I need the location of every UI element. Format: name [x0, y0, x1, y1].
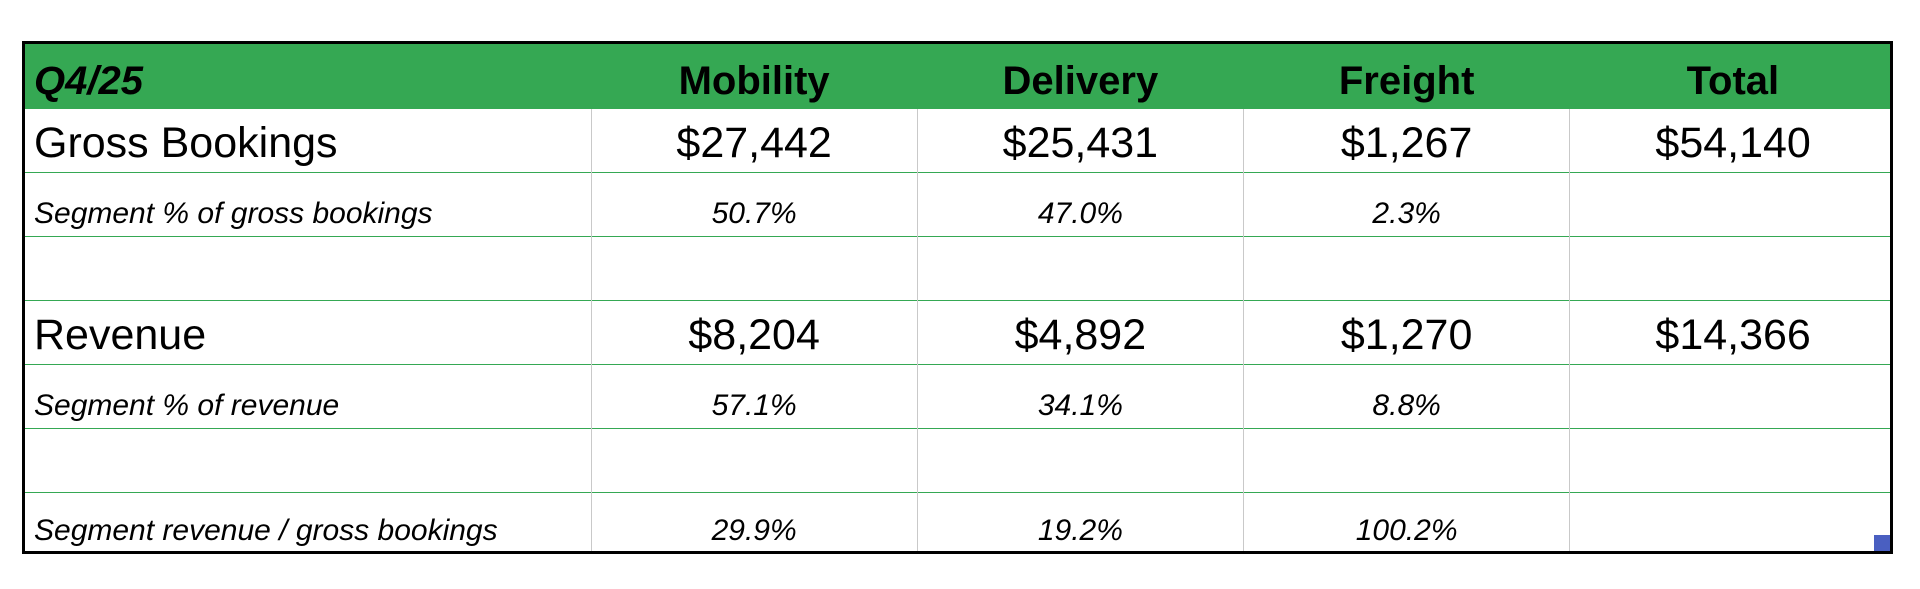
value-cell[interactable]: $14,366: [1569, 299, 1890, 364]
row-label-cell[interactable]: [25, 235, 591, 300]
value-cell[interactable]: [1569, 235, 1890, 300]
value-cell[interactable]: 8.8%: [1242, 363, 1570, 428]
value-cell[interactable]: [1569, 171, 1890, 236]
header-cell-delivery[interactable]: Delivery: [917, 44, 1244, 108]
value-cell[interactable]: [1569, 491, 1890, 551]
fill-handle-icon[interactable]: [1874, 535, 1890, 551]
value-cell[interactable]: 19.2%: [916, 491, 1244, 551]
value-cell[interactable]: 34.1%: [916, 363, 1244, 428]
row-label-cell[interactable]: [25, 427, 591, 492]
value-cell[interactable]: $8,204: [590, 299, 918, 364]
value-cell[interactable]: $54,140: [1569, 107, 1890, 172]
value-cell[interactable]: [590, 235, 918, 300]
value-cell[interactable]: $4,892: [916, 299, 1244, 364]
header-cell-total[interactable]: Total: [1569, 44, 1890, 108]
financial-table: Q4/25 Mobility Delivery Freight Total Gr…: [25, 44, 1890, 551]
value-cell[interactable]: 47.0%: [916, 171, 1244, 236]
row-label-cell[interactable]: Gross Bookings: [25, 107, 591, 172]
table-row-segment-pct-revenue: Segment % of revenue 57.1% 34.1% 8.8%: [25, 363, 1890, 428]
value-cell[interactable]: 100.2%: [1242, 491, 1570, 551]
table-row-empty: [25, 427, 1890, 492]
value-cell[interactable]: [1242, 235, 1570, 300]
value-cell[interactable]: 57.1%: [590, 363, 918, 428]
table-row-segment-pct-bookings: Segment % of gross bookings 50.7% 47.0% …: [25, 171, 1890, 236]
value-cell[interactable]: [590, 427, 918, 492]
table-row-gross-bookings: Gross Bookings $27,442 $25,431 $1,267 $5…: [25, 107, 1890, 172]
value-cell[interactable]: $1,270: [1242, 299, 1570, 364]
spreadsheet-range: Q4/25 Mobility Delivery Freight Total Gr…: [22, 41, 1893, 554]
value-cell[interactable]: $25,431: [916, 107, 1244, 172]
value-cell[interactable]: 50.7%: [590, 171, 918, 236]
value-cell[interactable]: [1569, 427, 1890, 492]
value-cell[interactable]: [916, 427, 1244, 492]
header-cell-period[interactable]: Q4/25: [25, 44, 591, 108]
row-label-cell[interactable]: Segment revenue / gross bookings: [25, 491, 591, 551]
header-cell-mobility[interactable]: Mobility: [591, 44, 918, 108]
header-row: Q4/25 Mobility Delivery Freight Total: [25, 44, 1890, 108]
table-row-empty: [25, 235, 1890, 300]
value-cell[interactable]: $1,267: [1242, 107, 1570, 172]
row-label-cell[interactable]: Revenue: [25, 299, 591, 364]
table-row-revenue: Revenue $8,204 $4,892 $1,270 $14,366: [25, 299, 1890, 364]
value-cell[interactable]: [1242, 427, 1570, 492]
value-cell[interactable]: $27,442: [590, 107, 918, 172]
header-cell-freight[interactable]: Freight: [1243, 44, 1570, 108]
table-row-revenue-over-bookings: Segment revenue / gross bookings 29.9% 1…: [25, 491, 1890, 551]
value-cell[interactable]: 2.3%: [1242, 171, 1570, 236]
value-cell[interactable]: [1569, 363, 1890, 428]
value-cell[interactable]: [916, 235, 1244, 300]
value-cell[interactable]: 29.9%: [590, 491, 918, 551]
row-label-cell[interactable]: Segment % of gross bookings: [25, 171, 591, 236]
row-label-cell[interactable]: Segment % of revenue: [25, 363, 591, 428]
